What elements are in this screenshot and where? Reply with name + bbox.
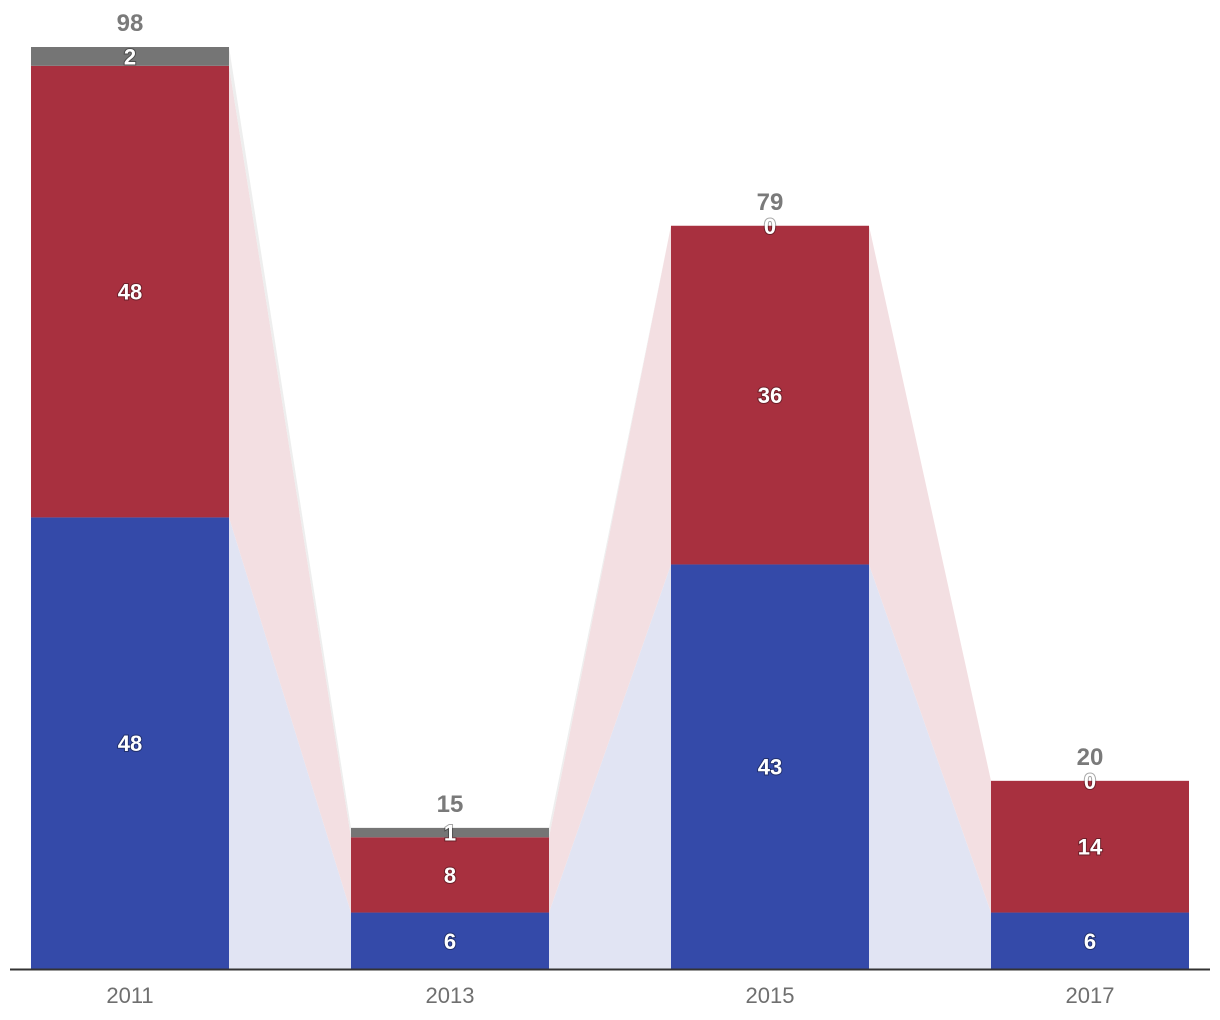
- x-tick-label: 2013: [426, 983, 475, 1008]
- segment-value-label: 48: [118, 280, 142, 305]
- x-tick-label: 2017: [1066, 983, 1115, 1008]
- segment-value-label: 8: [444, 863, 456, 888]
- total-value-label: 15: [437, 791, 464, 818]
- bar-segment: [31, 65, 229, 518]
- connector-band: [869, 225, 991, 913]
- connector-band: [229, 47, 351, 838]
- bar-segment: [351, 837, 549, 913]
- segment-value-label: 6: [444, 929, 456, 954]
- bar-segment: [671, 564, 869, 969]
- segment-value-label: 0: [1084, 769, 1096, 794]
- total-value-label: 20: [1077, 744, 1104, 771]
- segment-labels: 48 48 2 6 8 1 43 36 0 6 14 0: [117, 43, 1104, 954]
- bars-layer: [31, 47, 1189, 969]
- total-value-label: 98: [117, 10, 144, 37]
- connector-band: [869, 564, 991, 969]
- segment-value-label: 48: [118, 731, 142, 756]
- segment-value-label: 36: [758, 383, 782, 408]
- segment-value-label: 2: [124, 44, 136, 69]
- connector-bands: [229, 47, 991, 969]
- segment-value-label: 0: [764, 214, 776, 239]
- x-tick-label: 2015: [746, 983, 795, 1008]
- bar-segment: [671, 225, 869, 565]
- connector-band: [549, 564, 671, 969]
- bar-segment: [31, 47, 229, 66]
- total-value-label: 79: [757, 189, 784, 216]
- segment-value-label: 6: [1084, 929, 1096, 954]
- segment-value-label: 1: [444, 821, 456, 846]
- connector-band: [549, 225, 671, 913]
- segment-value-label: 14: [1078, 835, 1103, 860]
- bar-segment: [991, 912, 1189, 969]
- x-axis-tick-labels: 2011 2013 2015 2017: [106, 983, 1114, 1008]
- segment-value-label: 43: [758, 755, 782, 780]
- bar-segment: [351, 827, 549, 838]
- bar-segment: [31, 517, 229, 969]
- connector-band: [229, 65, 351, 913]
- bar-segment: [351, 912, 549, 969]
- x-tick-label: 2011: [106, 983, 153, 1008]
- connector-band: [229, 517, 351, 969]
- connector-band: [549, 225, 671, 838]
- bar-segment: [991, 780, 1189, 913]
